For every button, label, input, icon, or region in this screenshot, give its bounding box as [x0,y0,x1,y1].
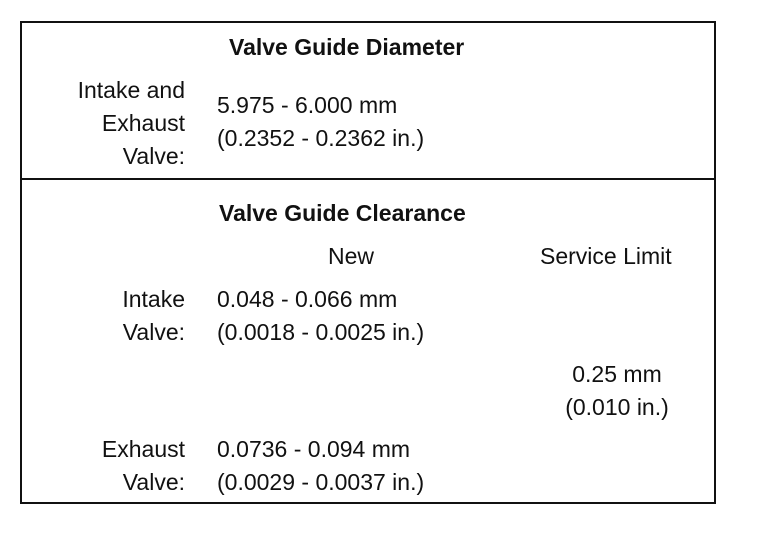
intake-label-line-1: Intake [122,286,185,312]
exhaust-label-line-1: Exhaust [101,436,185,462]
diameter-label-line-1: Intake and [77,77,185,103]
service-limit-in: (0.010 in.) [565,394,669,420]
diameter-value-mm: 5.975 - 6.000 mm [217,92,398,118]
column-header-new: New [328,243,375,269]
exhaust-value-mm: 0.0736 - 0.094 mm [217,436,411,462]
service-limit-mm: 0.25 mm [572,361,662,387]
diameter-title: Valve Guide Diameter [229,34,465,60]
diameter-value-in: (0.2352 - 0.2362 in.) [217,125,425,151]
column-header-service-limit: Service Limit [540,243,672,269]
intake-value-in: (0.0018 - 0.0025 in.) [217,319,425,345]
section-divider [22,178,714,180]
diameter-label-line-3: Valve: [122,143,185,169]
diameter-label-line-2: Exhaust [101,110,185,136]
clearance-title: Valve Guide Clearance [219,200,466,226]
exhaust-label-line-2: Valve: [122,469,185,495]
intake-value-mm: 0.048 - 0.066 mm [217,286,398,312]
exhaust-value-in: (0.0029 - 0.0037 in.) [217,469,425,495]
intake-label-line-2: Valve: [122,319,185,345]
spec-table: Valve Guide Diameter Intake and Exhaust … [20,21,716,504]
